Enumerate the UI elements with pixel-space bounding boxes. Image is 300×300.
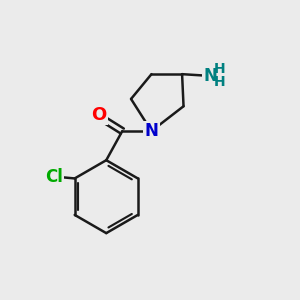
Text: H: H — [213, 75, 225, 89]
Text: N: N — [145, 122, 158, 140]
Text: O: O — [91, 106, 106, 124]
Text: N: N — [203, 67, 217, 85]
Text: H: H — [213, 62, 225, 76]
Text: Cl: Cl — [45, 168, 63, 186]
